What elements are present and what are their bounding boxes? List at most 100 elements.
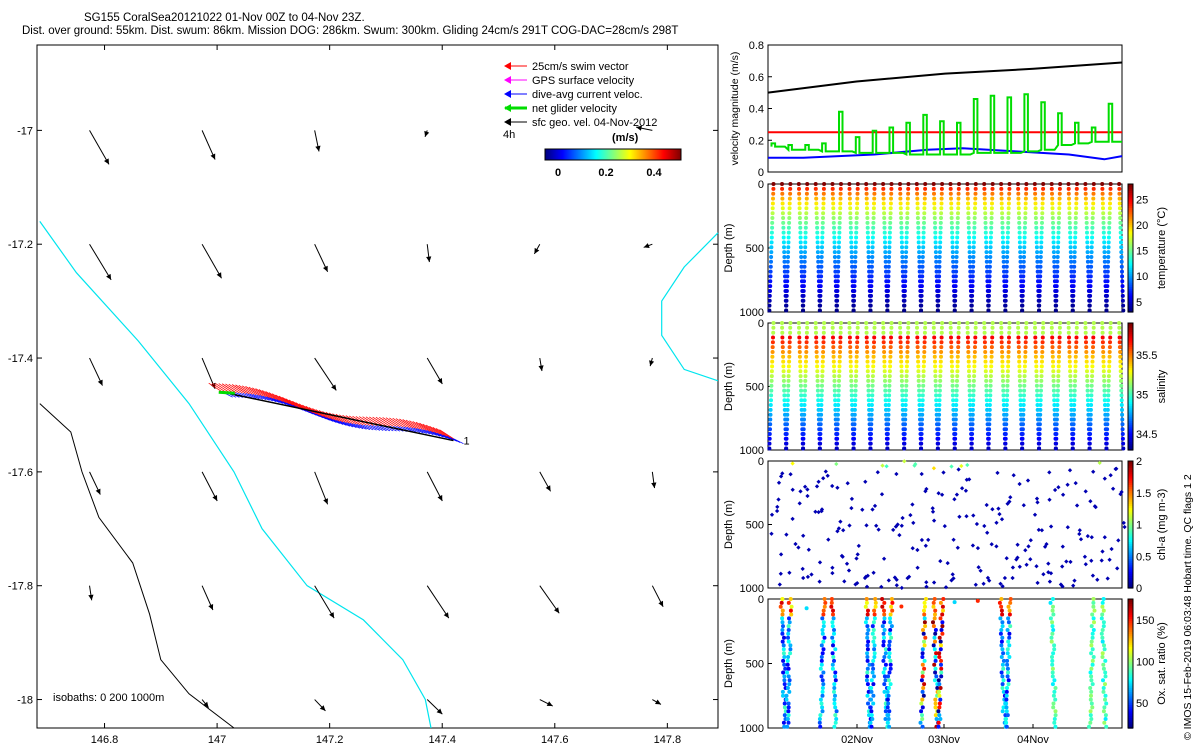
chl-section-colorbar-cell — [1128, 473, 1133, 477]
chl-section-point — [817, 579, 822, 584]
swim-vector — [399, 418, 414, 429]
oxygen-section-point — [931, 643, 936, 648]
temperature-section-point — [869, 264, 874, 269]
chl-section-point — [1002, 575, 1008, 581]
temperature-section-point — [984, 245, 989, 250]
salinity-section-point — [935, 446, 940, 451]
chl-section-colorbar-cell — [1128, 585, 1133, 589]
salinity-section-colorbar-cell — [1128, 409, 1133, 413]
chl-section-point — [1083, 562, 1088, 567]
salinity-section-point — [852, 407, 857, 412]
temperature-section-point — [950, 235, 955, 240]
oxygen-section-colorbar-cell — [1128, 661, 1133, 665]
temperature-section-point — [815, 235, 820, 240]
salinity-section-point — [831, 340, 836, 345]
salinity-section-point — [988, 393, 993, 398]
temperature-section-point — [802, 264, 807, 269]
oxygen-section-point — [865, 643, 870, 648]
salinity-section-point — [937, 412, 942, 417]
temperature-section-point — [967, 230, 971, 235]
temperature-section-point — [1038, 274, 1043, 279]
salinity-section-colorbar-cell — [1128, 342, 1133, 345]
salinity-section-point — [870, 374, 875, 379]
salinity-section-point — [1119, 403, 1124, 407]
temperature-section-point — [1102, 255, 1107, 259]
oxygen-section-point — [873, 604, 878, 609]
oxygen-section-point — [888, 658, 893, 663]
temperature-section-point — [1069, 264, 1074, 269]
temperature-section-point — [1105, 293, 1109, 298]
salinity-section-point — [966, 359, 971, 364]
salinity-section-point — [1018, 393, 1023, 398]
oxygen-section-y-tick-label: 1000 — [740, 723, 764, 735]
salinity-section-point — [837, 374, 842, 379]
salinity-section-point — [1050, 354, 1055, 359]
chl-section-colorbar-tick-label: 0.5 — [1136, 551, 1151, 563]
temperature-section-point — [987, 269, 992, 274]
salinity-section-point — [920, 412, 925, 417]
salinity-section-point — [854, 350, 859, 354]
temperature-section-point — [870, 255, 875, 259]
salinity-section-point — [819, 403, 824, 407]
temperature-section-point — [1051, 235, 1056, 240]
salinity-section-point — [802, 398, 807, 403]
temperature-section-point — [822, 182, 827, 186]
oxygen-section-point — [865, 658, 870, 663]
colorbar-cell — [657, 149, 659, 160]
legend-label: 25cm/s swim vector — [532, 61, 629, 73]
oxygen-section-point — [1000, 709, 1005, 714]
salinity-section-point — [983, 364, 988, 369]
temperature-section-point — [903, 269, 908, 274]
chl-section-colorbar-label: chl-a (mg m-3) — [1156, 489, 1168, 561]
oxygen-section-point — [783, 666, 788, 671]
temperature-section-point — [848, 206, 853, 211]
oxygen-section-point — [786, 624, 791, 629]
temperature-section-point — [770, 211, 775, 216]
series-gps-surface-velocity — [770, 93, 1122, 157]
colorbar-cell — [676, 149, 678, 160]
temperature-section-point — [769, 230, 774, 235]
chl-section-point — [931, 518, 937, 523]
salinity-section-point — [916, 383, 921, 388]
dac-vector — [409, 427, 421, 433]
salinity-section-point — [834, 446, 839, 451]
oxygen-section-point — [1007, 655, 1012, 659]
oxygen-section-point — [1103, 713, 1108, 718]
temperature-section-point — [921, 225, 926, 230]
temperature-section-point — [1120, 274, 1125, 279]
chl-section-point — [902, 459, 907, 464]
chl-section-point — [841, 528, 846, 533]
oxygen-section-point — [931, 620, 935, 625]
salinity-section-point — [821, 354, 825, 359]
temperature-section-point — [801, 284, 806, 289]
oxygen-section-x-tick-label: 02Nov — [841, 734, 873, 746]
chl-section-point — [821, 476, 826, 481]
oxygen-section-point — [872, 674, 876, 679]
salinity-section-colorbar-cell — [1128, 369, 1133, 373]
chl-section-point — [964, 514, 969, 519]
temperature-section-point — [1021, 284, 1025, 289]
temperature-section-point — [866, 255, 871, 259]
chl-section-point — [836, 526, 842, 531]
temperature-section-point — [819, 269, 824, 274]
salinity-section-point — [1118, 350, 1123, 354]
salinity-section-point — [989, 369, 994, 374]
temperature-section-point — [882, 235, 887, 240]
temperature-section-point — [899, 240, 904, 245]
temperature-section-point — [989, 206, 994, 211]
oxygen-section-point — [887, 651, 892, 656]
temperature-section-point — [1023, 201, 1028, 206]
chl-section-point — [1021, 503, 1026, 508]
swim-vector — [245, 386, 260, 396]
salinity-section-point — [785, 403, 790, 407]
legend-arrowhead — [504, 76, 511, 84]
temperature-section-point — [803, 230, 808, 235]
temperature-section-point — [1105, 279, 1110, 284]
chl-section-point — [943, 585, 949, 590]
chl-section-point — [915, 565, 920, 570]
salinity-section-point — [848, 345, 853, 350]
salinity-section-point — [768, 412, 773, 417]
swim-vector — [235, 384, 250, 395]
temperature-section-point — [1000, 235, 1005, 240]
chl-section-colorbar-cell — [1128, 535, 1133, 538]
